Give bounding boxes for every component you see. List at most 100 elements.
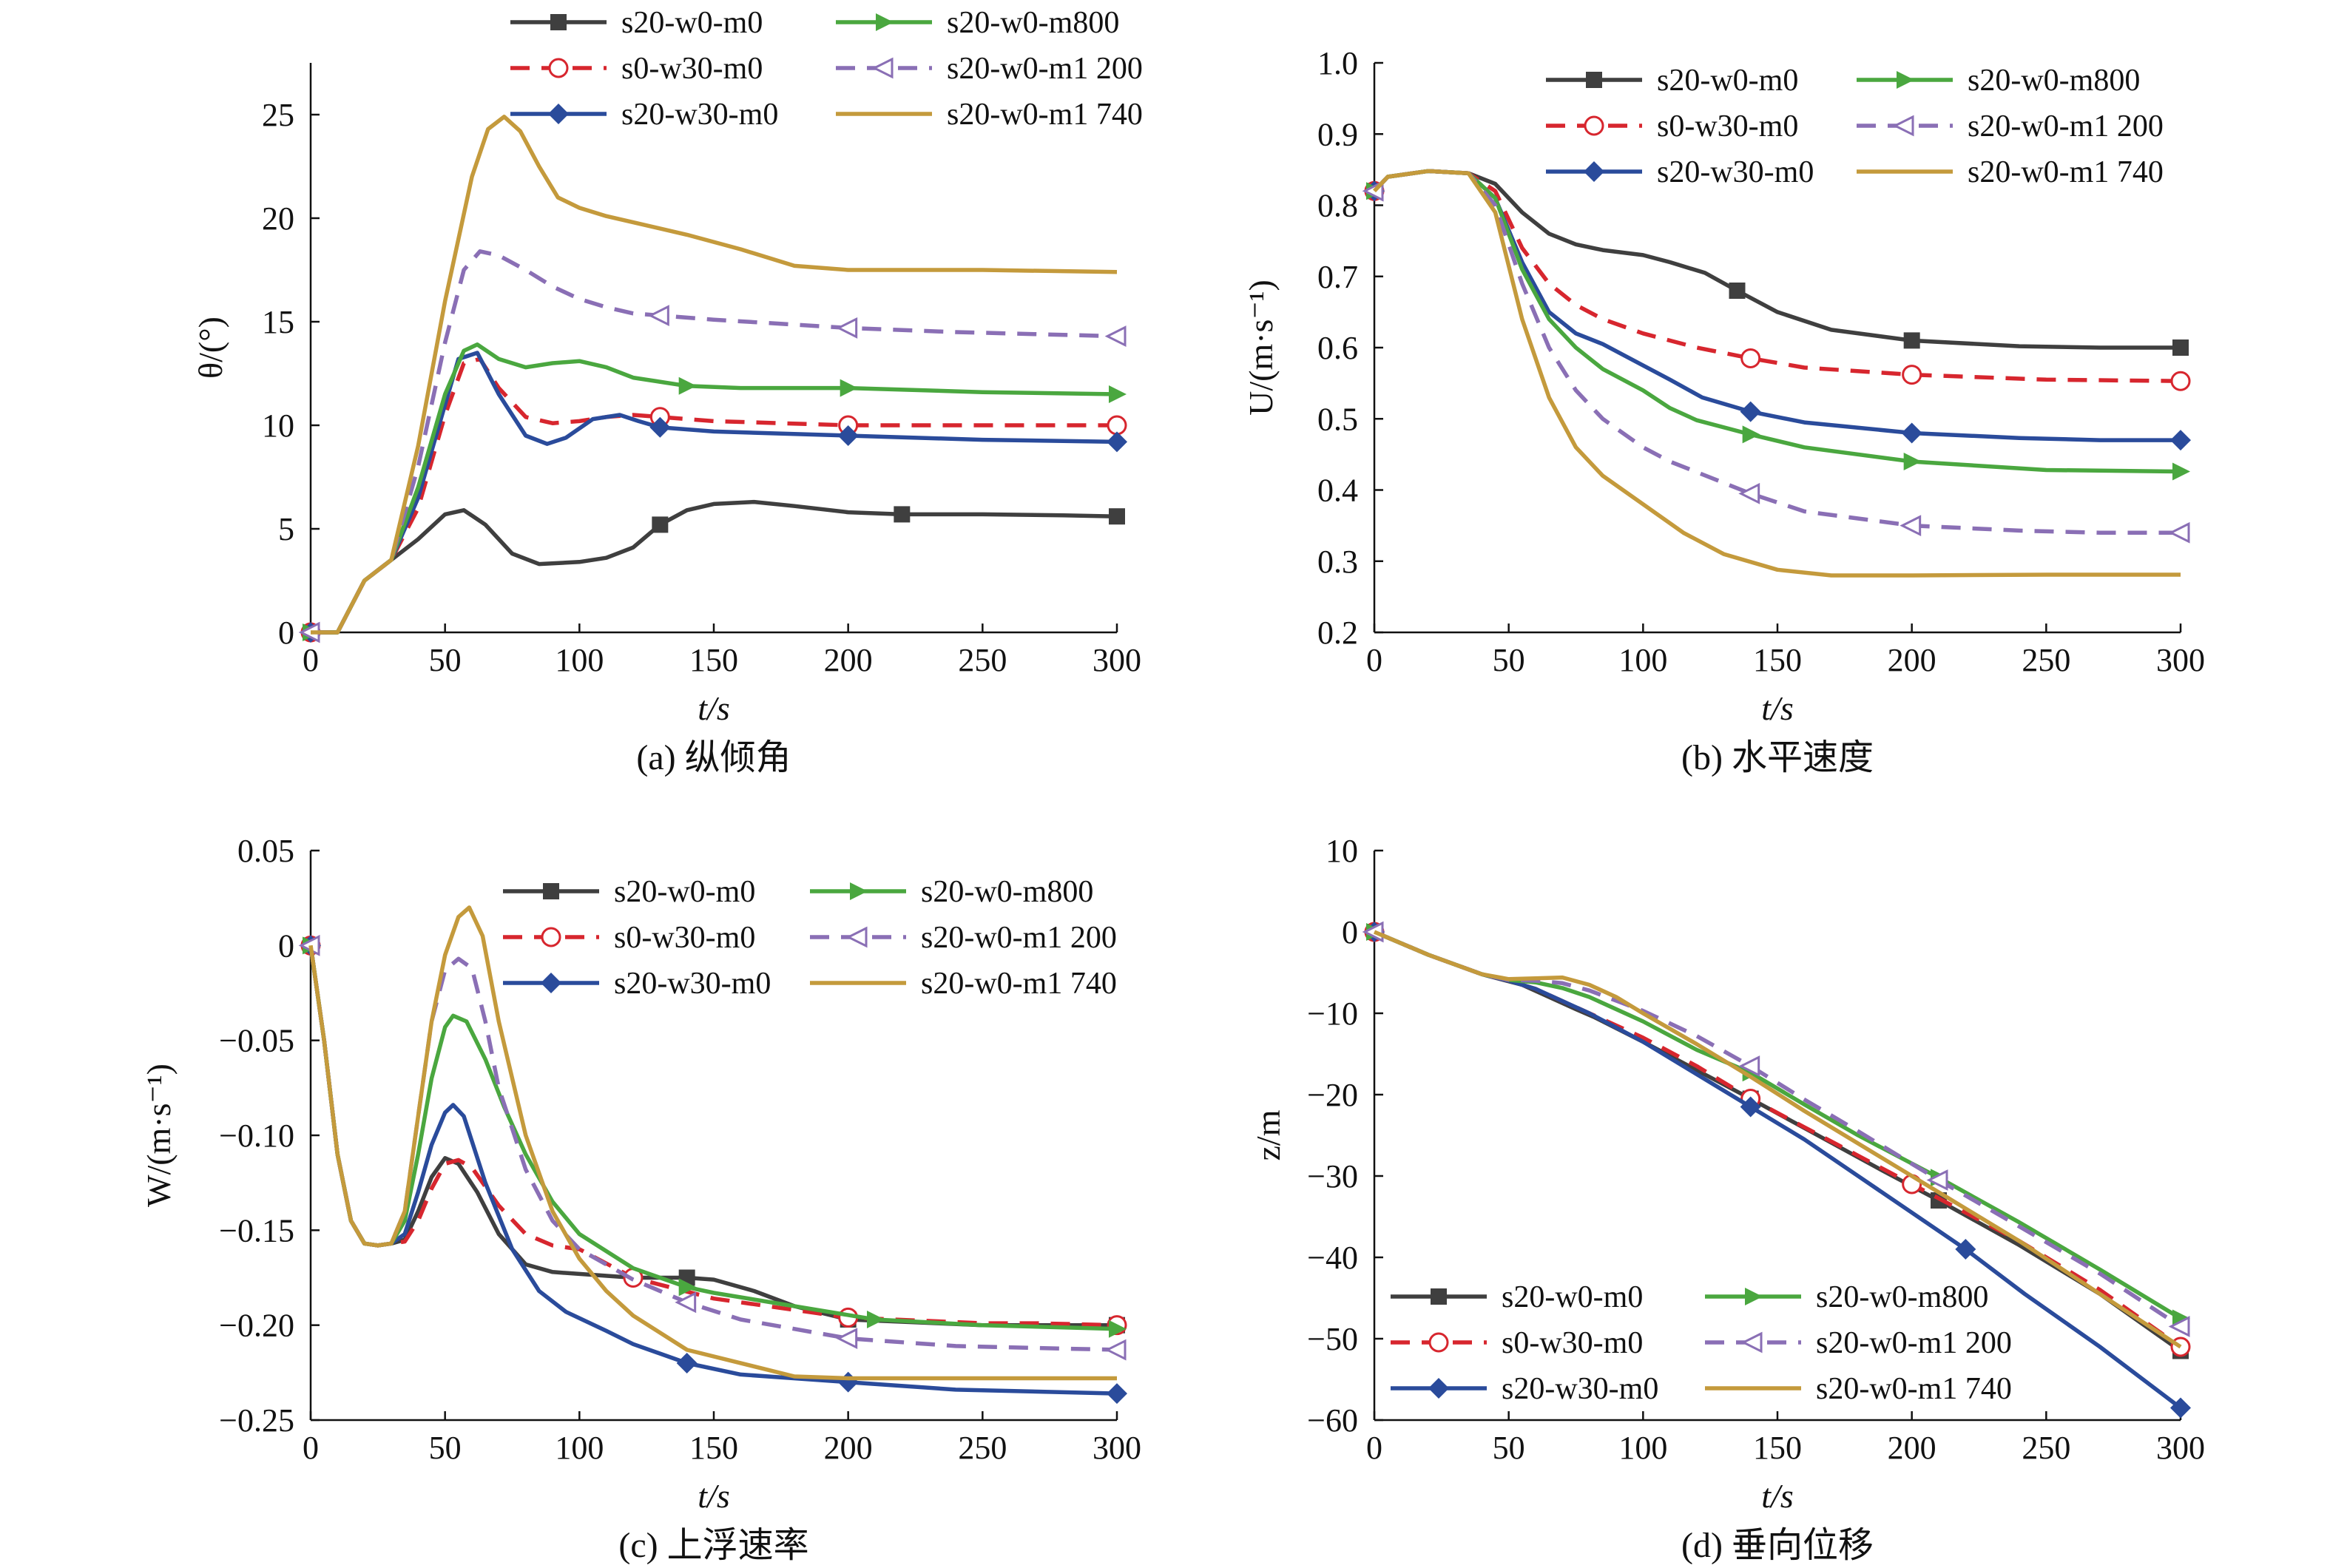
x-axis-label: t/s <box>698 689 729 727</box>
series-marker-s20-w0-m0 <box>2172 339 2189 356</box>
panel-vertical-displacement: 0 50 100 150 200 250 300 −60 −50 −40 −30 −20 −10 0 10 t… <box>1249 833 2205 1565</box>
panel-horizontal-speed: 0 50 100 150 200 250 300 0.2 0.3 0.4 0.5 0.6 0.7 0.8 0… <box>1242 45 2205 777</box>
y-tick-label: 0.5 <box>1317 401 1358 437</box>
y-tick-label: 0.4 <box>1317 473 1358 509</box>
legend-label-s20-w30-m0: s20-w30-m0 <box>1502 1372 1658 1406</box>
legend-label-s0-w30-m0: s0-w30-m0 <box>621 52 763 86</box>
legend-marker-s20-w0-m800 <box>850 882 868 900</box>
legend-label-s20-w0-m1740: s20-w0-m1 740 <box>1968 155 2164 189</box>
series-line-s20-w30-m0 <box>311 351 1118 635</box>
series-line-s20-w0-m0 <box>308 944 1117 1328</box>
series-marker-s20-w30-m0 <box>837 1371 859 1393</box>
series-marker-s20-w0-m800 <box>678 376 697 395</box>
series-marker-s20-w0-m0 <box>1903 332 1920 349</box>
legend-label-s20-w0-m800: s20-w0-m800 <box>921 875 1093 909</box>
legend-label-s20-w0-m1200: s20-w0-m1 200 <box>947 52 1143 86</box>
x-tick-label: 50 <box>1493 642 1525 678</box>
legend: s20-w0-m0 s0-w30-m0 s20-w30-m0 s20-w0-m800 s… <box>1391 1280 2012 1406</box>
series-marker-s20-w0-m1200 <box>647 305 669 327</box>
series-marker-s20-w30-m0 <box>649 416 671 438</box>
legend-label-s20-w0-m800: s20-w0-m800 <box>947 6 1119 40</box>
y-axis-label: z/m <box>1249 1109 1287 1160</box>
series-marker-s20-w0-m800 <box>1109 1319 1127 1338</box>
y-tick-label: 0 <box>278 927 294 964</box>
x-tick-label: 200 <box>824 1430 873 1466</box>
x-tick-label: 150 <box>689 642 738 678</box>
y-tick-label: 1.0 <box>1317 45 1358 81</box>
y-tick-label: 0.6 <box>1317 330 1358 366</box>
legend-label-s0-w30-m0: s0-w30-m0 <box>1502 1326 1643 1360</box>
x-tick-label: 150 <box>1753 642 1802 678</box>
x-tick-label: 0 <box>303 642 319 678</box>
series-line-s20-w0-m1740 <box>1372 169 2181 578</box>
y-tick-label: −30 <box>1307 1158 1358 1194</box>
series-marker-s20-w30-m0 <box>1955 1239 1976 1260</box>
panel-caption: (c) 上浮速率 <box>618 1526 808 1565</box>
series-marker-s20-w0-m1200 <box>675 1291 697 1314</box>
y-tick-label: −60 <box>1307 1402 1358 1439</box>
x-tick-label: 250 <box>958 1430 1007 1466</box>
legend-label-s20-w0-m1740: s20-w0-m1 740 <box>921 967 1117 1001</box>
x-tick-label: 100 <box>555 642 604 678</box>
legend-marker-s20-w0-m0 <box>543 883 559 899</box>
legend-marker-s20-w30-m0 <box>1584 161 1604 182</box>
series-marker-s20-w0-m1200 <box>1104 325 1127 348</box>
legend-marker-s20-w0-m800 <box>876 13 894 31</box>
series-marker-s20-w0-m800 <box>2172 462 2190 481</box>
series-marker-s20-w0-m1200 <box>1362 921 1384 943</box>
legend-marker-s20-w0-m0 <box>1586 72 1602 88</box>
legend-marker-s20-w0-m1200 <box>1892 115 1914 137</box>
x-tick-label: 100 <box>1618 1430 1667 1466</box>
series-line-s20-w0-m1200 <box>308 944 1118 1352</box>
legend-label-s20-w0-m1200: s20-w0-m1 200 <box>921 921 1117 955</box>
y-tick-label: −20 <box>1307 1077 1358 1113</box>
y-tick-label: 0.8 <box>1317 188 1358 224</box>
x-tick-label: 0 <box>1366 642 1382 678</box>
series-marker-s20-w0-m0 <box>1729 283 1746 299</box>
y-tick-label: 25 <box>262 97 294 133</box>
x-tick-label: 200 <box>824 642 873 678</box>
series-marker-s20-w30-m0 <box>1740 1096 1761 1118</box>
legend-label-s20-w0-m1740: s20-w0-m1 740 <box>947 98 1143 132</box>
legend-marker-s20-w0-m800 <box>1897 71 1914 89</box>
series-line-s0-w30-m0 <box>1373 930 2182 1349</box>
series-line-s20-w0-m1740 <box>311 115 1118 635</box>
x-axis-label: t/s <box>698 1477 729 1515</box>
legend-marker-s20-w0-m1200 <box>871 57 894 79</box>
panel-caption: (b) 水平速度 <box>1681 738 1874 777</box>
legend-label-s20-w0-m1200: s20-w0-m1 200 <box>1968 109 2164 143</box>
panel-pitch-angle: 0 50 100 150 200 250 300 0 5 10 15 20 25 t/s θ/(°) (a) … <box>192 6 1143 777</box>
series-marker-s20-w0-m800 <box>867 1310 885 1328</box>
legend-marker-s20-w0-m1200 <box>1740 1331 1763 1354</box>
x-axis-label: t/s <box>1761 689 1793 727</box>
x-tick-label: 300 <box>2156 642 2205 678</box>
y-tick-label: 5 <box>278 511 294 547</box>
series-marker-s20-w30-m0 <box>1740 401 1761 422</box>
legend-label-s20-w0-m0: s20-w0-m0 <box>1657 64 1798 98</box>
y-tick-label: −0.10 <box>219 1118 294 1154</box>
y-tick-label: 0.9 <box>1317 116 1358 152</box>
series-marker-s20-w30-m0 <box>2170 1397 2191 1419</box>
series-marker-s0-w30-m0 <box>1740 348 1761 368</box>
y-axis-label: W/(m·s⁻¹) <box>140 1064 178 1207</box>
y-axis-label: U/(m·s⁻¹) <box>1242 280 1280 416</box>
series-marker-s20-w0-m1200 <box>1738 1055 1760 1077</box>
series-marker-s0-w30-m0 <box>1902 365 1922 385</box>
x-tick-label: 0 <box>303 1430 319 1466</box>
panel-caption: (a) 纵倾角 <box>636 738 791 777</box>
x-tick-label: 300 <box>1093 1430 1141 1466</box>
y-tick-label: 0.05 <box>237 833 294 869</box>
series-marker-s20-w0-m1200 <box>836 317 858 339</box>
series-line-s20-w0-m1740 <box>308 905 1117 1381</box>
legend-marker-s20-w30-m0 <box>548 104 569 124</box>
y-tick-label: 15 <box>262 304 294 340</box>
legend-label-s20-w0-m0: s20-w0-m0 <box>1502 1280 1643 1314</box>
y-tick-label: 0.7 <box>1317 259 1358 295</box>
x-tick-label: 250 <box>958 642 1007 678</box>
y-tick-label: 10 <box>262 408 294 444</box>
legend-label-s20-w30-m0: s20-w30-m0 <box>621 98 778 132</box>
series-line-s0-w30-m0 <box>308 944 1118 1328</box>
x-tick-label: 150 <box>1753 1430 1802 1466</box>
y-tick-label: −0.05 <box>219 1023 294 1059</box>
